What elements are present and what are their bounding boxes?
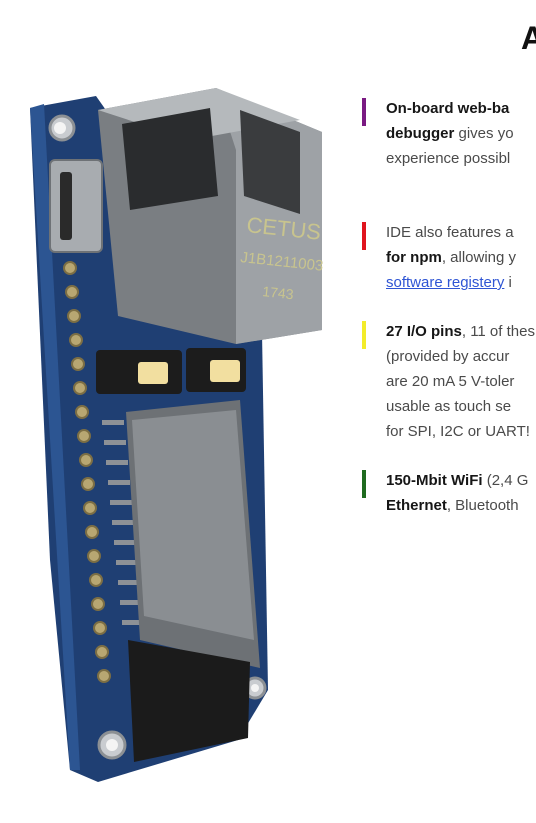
side-pins [102,420,144,625]
mounting-hole [54,122,66,134]
usb-port [49,159,103,253]
mounting-hole [251,684,259,692]
page-heading: A [521,20,536,56]
board-illustration: CETUS J1B1211003 1743 [30,88,324,782]
feature-accent-bar [362,470,366,498]
feature-line: IDE also features a [386,224,514,241]
bottom-antenna-area [128,640,250,762]
feature-line: 150-Mbit WiFi (2,4 G [386,472,529,489]
pcb-edge [30,104,80,770]
feature-accent-bar [362,98,366,126]
feature-line: (provided by accur [386,348,510,365]
software-registry-link[interactable]: software registery [386,274,505,291]
feature-line: software registery i [386,274,512,291]
boot-button-cap [210,360,240,382]
reset-button-cap [138,362,168,384]
pin-header [63,261,111,683]
feature-line: debugger gives yo [386,125,514,142]
feature-line: Ethernet, Bluetooth [386,497,519,514]
feature-line: 27 I/O pins, 11 of thes [386,323,535,340]
feature-line: are 20 mA 5 V-toler [386,373,515,390]
module-date-text: 1743 [262,283,295,302]
mounting-hole [106,739,118,751]
feature-accent-bar [362,222,366,250]
feature-line: experience possibl [386,150,511,167]
usb-port-slot [60,172,72,240]
feature-line: for npm, allowing y [386,249,517,266]
ethernet-port-opening [240,110,300,214]
ethernet-port-opening [122,108,218,210]
feature-accent-bar [362,321,366,349]
feature-line: usable as touch se [386,398,512,415]
wifi-module-shield [132,410,254,640]
feature-line: for SPI, I2C or UART! [386,423,530,440]
feature-line: On-board web-ba [386,100,510,117]
